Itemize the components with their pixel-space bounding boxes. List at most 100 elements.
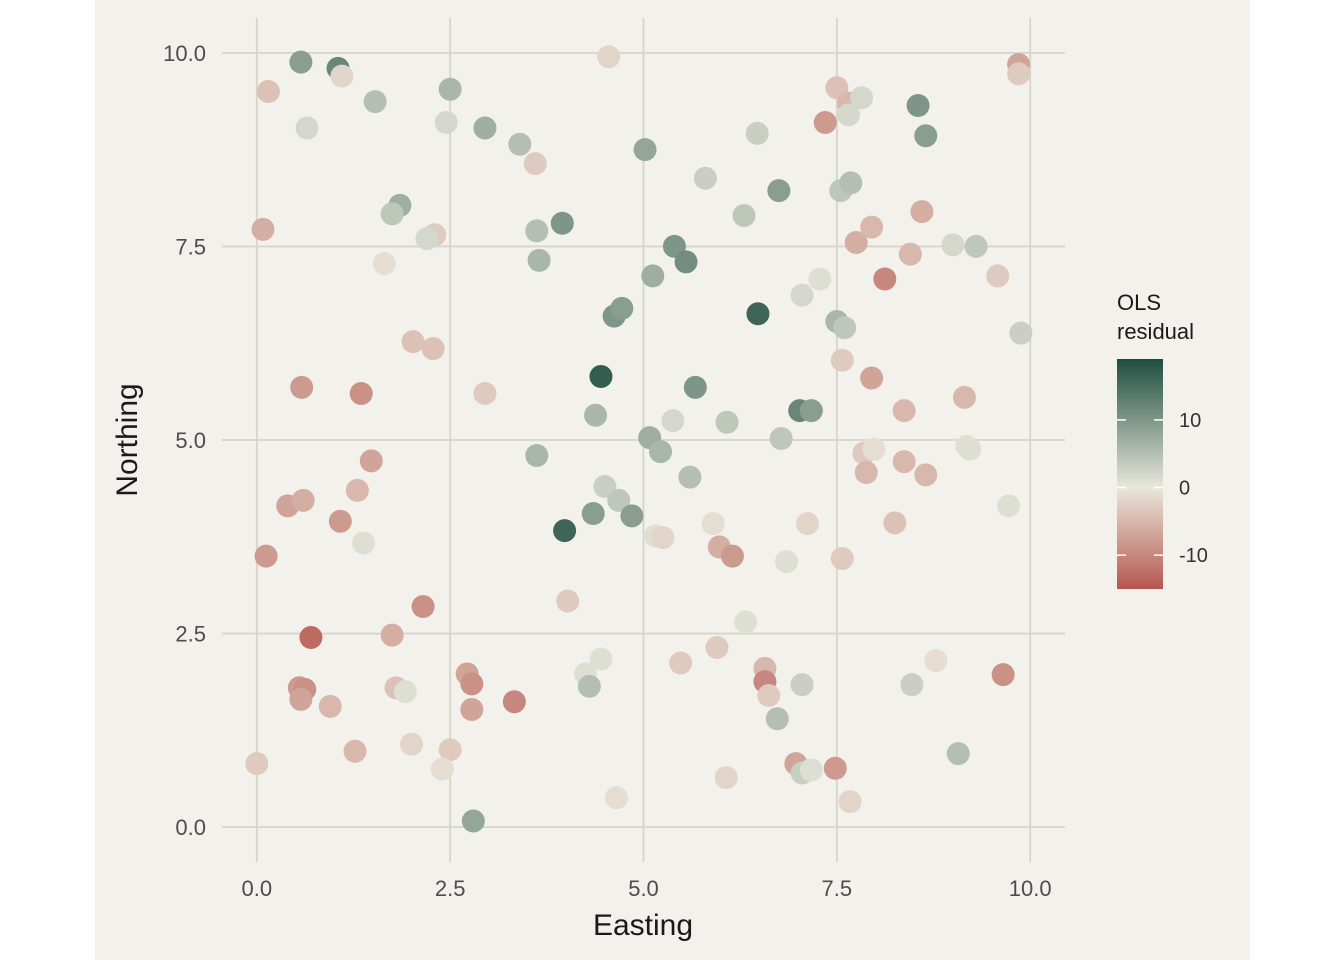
data-point (914, 463, 938, 487)
data-point (839, 171, 863, 195)
data-point (411, 594, 435, 618)
data-point (473, 116, 497, 140)
data-point (914, 124, 938, 148)
data-point (593, 474, 617, 498)
data-point (291, 488, 315, 512)
data-point (1009, 321, 1033, 345)
data-point (767, 179, 791, 203)
data-point (799, 758, 823, 782)
data-point (883, 511, 907, 535)
data-point (745, 121, 769, 145)
data-point (693, 166, 717, 190)
data-point (892, 399, 916, 423)
data-point (620, 504, 644, 528)
data-point (769, 426, 793, 450)
data-point (850, 86, 874, 110)
data-point (399, 732, 423, 756)
data-point (833, 316, 857, 340)
data-point (946, 742, 970, 766)
data-point (674, 250, 698, 274)
data-point (649, 440, 673, 464)
data-point (349, 382, 373, 406)
data-point (678, 465, 702, 489)
data-point (924, 649, 948, 673)
data-point (438, 77, 462, 101)
data-point (873, 267, 897, 291)
data-point (900, 673, 924, 697)
chart-background (95, 0, 1250, 960)
data-point (757, 684, 781, 708)
data-point (808, 267, 832, 291)
data-point (715, 410, 739, 434)
data-point (289, 50, 313, 74)
data-point (958, 437, 982, 461)
data-point (701, 512, 725, 536)
data-point (415, 227, 439, 251)
data-point (401, 330, 425, 354)
data-point (1007, 62, 1031, 86)
data-point (790, 283, 814, 307)
y-tick-label: 10.0 (163, 41, 206, 66)
data-point (633, 138, 657, 162)
data-point (790, 673, 814, 697)
data-point (345, 478, 369, 502)
data-point (892, 450, 916, 474)
data-point (508, 132, 532, 156)
y-tick-label: 2.5 (175, 622, 206, 647)
data-point (434, 111, 458, 135)
data-point (502, 690, 526, 714)
data-point (860, 215, 884, 239)
data-point (584, 403, 608, 427)
data-point (641, 264, 665, 288)
data-point (527, 248, 551, 272)
data-point (550, 211, 574, 235)
data-point (860, 366, 884, 390)
data-point (862, 437, 886, 461)
x-axis-title: Easting (593, 909, 693, 942)
legend-colorbar (1117, 359, 1163, 589)
data-point (844, 231, 868, 255)
data-point (523, 152, 547, 176)
data-point (830, 546, 854, 570)
data-point (577, 674, 601, 698)
data-point (318, 694, 342, 718)
data-point (556, 589, 580, 613)
data-point (525, 219, 549, 243)
data-point (669, 651, 693, 675)
data-point (799, 399, 823, 423)
data-point (597, 45, 621, 69)
x-tick-label: 7.5 (822, 876, 853, 901)
data-point (836, 103, 860, 127)
data-point (251, 217, 275, 241)
legend-title-line2: residual (1117, 319, 1194, 344)
x-tick-label: 0.0 (242, 876, 273, 901)
legend-ticks: 10 0 -10 (1117, 410, 1208, 567)
data-point (461, 809, 485, 833)
data-point (705, 636, 729, 660)
data-point (830, 348, 854, 372)
data-point (363, 90, 387, 114)
data-point (290, 375, 314, 399)
legend-break-label: 10 (1179, 410, 1201, 432)
data-point (795, 512, 819, 536)
data-point (610, 296, 634, 320)
data-point (683, 375, 707, 399)
data-point (952, 385, 976, 409)
data-point (421, 337, 445, 361)
data-point (581, 502, 605, 526)
data-point (838, 790, 862, 814)
data-point (245, 752, 269, 776)
data-point (295, 116, 319, 140)
data-point (775, 550, 799, 574)
data-point (746, 302, 770, 326)
data-point (525, 443, 549, 467)
data-point (823, 756, 847, 780)
x-tick-label: 2.5 (435, 876, 466, 901)
data-point (256, 80, 280, 104)
x-tick-labels: 0.0 2.5 5.0 7.5 10.0 (242, 876, 1052, 901)
data-point (473, 382, 497, 406)
data-point (460, 672, 484, 696)
data-point (589, 647, 613, 671)
data-point (732, 203, 756, 227)
data-point (254, 544, 278, 568)
